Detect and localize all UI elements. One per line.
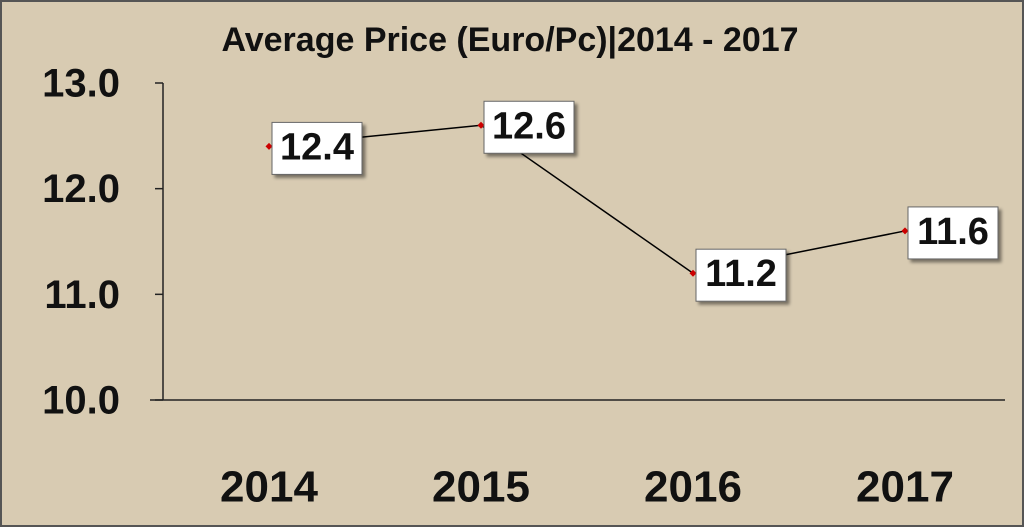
y-tick-label: 11.0 [44, 273, 120, 317]
x-tick-label: 2017 [856, 463, 954, 512]
label-box [483, 100, 575, 154]
x-tick-label: 2016 [644, 463, 742, 512]
data-label: 11.6 [917, 211, 989, 253]
data-label: 12.6 [492, 105, 566, 147]
y-tick-label: 13.0 [42, 62, 120, 106]
chart-title: Average Price (Euro/Pc)|2014 - 2017 [221, 21, 798, 59]
marker [901, 227, 909, 235]
line [268, 124, 906, 274]
label-box [271, 121, 363, 175]
x-tick-label: 2014 [220, 463, 318, 512]
y-tick-label: 10.0 [42, 379, 120, 423]
marker [477, 121, 485, 129]
marker [265, 142, 273, 150]
marker [689, 269, 697, 277]
y-tick-label: 12.0 [42, 167, 120, 211]
label-box [695, 248, 787, 302]
label-box [907, 206, 999, 260]
x-tick-label: 2015 [432, 463, 530, 512]
data-label: 12.4 [280, 126, 354, 168]
data-label: 11.2 [705, 253, 777, 295]
